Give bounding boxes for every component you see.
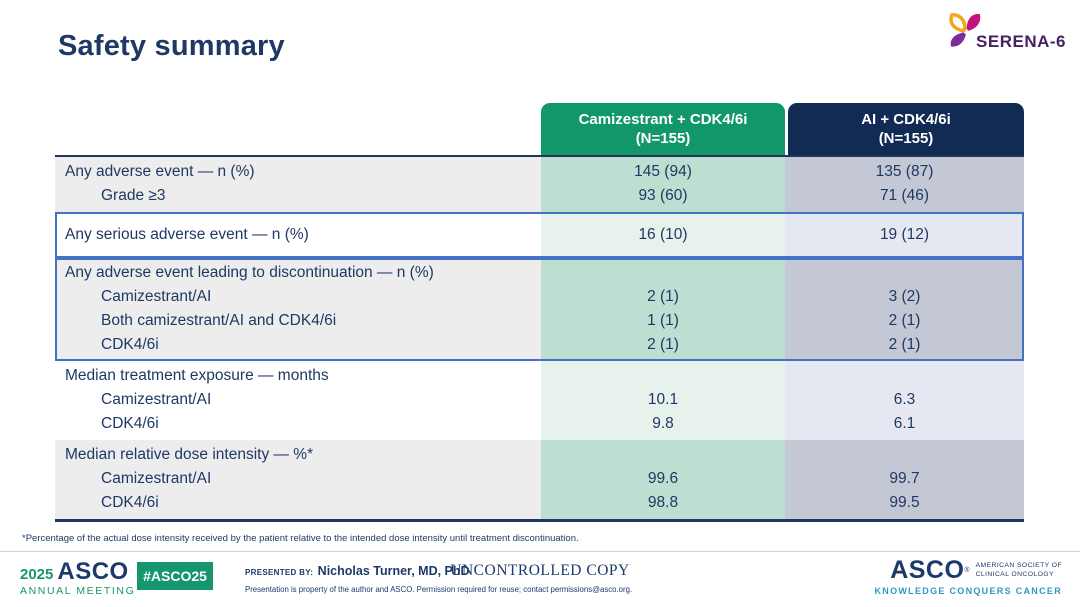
value-line: 98.8 [647, 494, 679, 511]
column-header-sublabel: (N=155) [635, 130, 691, 147]
value-line: 2 (1) [647, 336, 679, 353]
row-label-line: Median relative dose intensity — %* [65, 446, 314, 463]
asco-society-logo: ASCO ® AMERICAN SOCIETY OF CLINICAL ONCOL… [874, 556, 1062, 597]
page-title: Safety summary [58, 30, 285, 62]
asco-tagline: KNOWLEDGE CONQUERS CANCER [874, 586, 1062, 596]
footer-divider [0, 551, 1080, 552]
row-label-line: Any adverse event leading to discontinua… [65, 264, 434, 281]
presenter-name: Nicholas Turner, MD, PhD [317, 564, 470, 578]
value-line: 2 (1) [647, 288, 679, 305]
column-header-label: Camizestrant + CDK4/6i [578, 111, 748, 128]
table-row: Any serious adverse event — n (%) 16 (10)… [55, 212, 1024, 258]
value-line: 1 (1) [647, 312, 679, 329]
hashtag-badge: #ASCO25 [137, 562, 213, 590]
camizestrant-value-cell: 145 (94) 93 (60) [541, 157, 785, 212]
table-row: Median treatment exposure — months Camize… [55, 361, 1024, 440]
asco-logo-text: ASCO [890, 556, 965, 584]
row-label-cell: Any adverse event — n (%) Grade ≥3 [55, 157, 541, 212]
row-label-line: Camizestrant/AI [101, 391, 212, 408]
presented-by: PRESENTED BY: Nicholas Turner, MD, PhD [245, 562, 470, 580]
value-line: 99.5 [889, 494, 920, 511]
value-line: 135 (87) [875, 163, 934, 180]
row-label-line: CDK4/6i [101, 494, 159, 511]
value-line [785, 364, 1024, 388]
table-header-row: Camizestrant + CDK4/6i (N=155) AI + CDK4… [55, 103, 1024, 155]
row-label-cell: Median relative dose intensity — %* Camiz… [55, 440, 541, 519]
value-line: 99.7 [889, 470, 920, 487]
meeting-year: 2025 [20, 566, 54, 583]
asco-org-name: AMERICAN SOCIETY OF CLINICAL ONCOLOGY [976, 562, 1062, 579]
row-label-line: CDK4/6i [101, 415, 159, 432]
presented-by-label: PRESENTED BY: [245, 568, 314, 577]
value-line: 93 (60) [638, 187, 688, 204]
table-body: Any adverse event — n (%) Grade ≥3 145 (94… [55, 155, 1024, 522]
value-line: 16 (10) [638, 226, 688, 243]
row-label-cell: Any serious adverse event — n (%) [55, 212, 541, 258]
camizestrant-value-cell: 99.6 98.8 [541, 440, 785, 519]
table-row: Any adverse event — n (%) Grade ≥3 145 (94… [55, 157, 1024, 212]
row-label-cell: Median treatment exposure — months Camize… [55, 361, 541, 440]
permission-note: Presentation is property of the author a… [245, 585, 633, 594]
footnote: *Percentage of the actual dose intensity… [22, 533, 579, 544]
value-line: 2 (1) [888, 336, 921, 353]
row-label-cell: Any adverse event leading to discontinua… [55, 258, 541, 361]
camizestrant-value-cell: 10.1 9.8 [541, 361, 785, 440]
row-label-line: Camizestrant/AI [101, 288, 212, 305]
row-label-line: Any adverse event — n (%) [65, 163, 255, 180]
serena6-flower-icon [949, 13, 981, 47]
value-line: 3 (2) [888, 288, 921, 305]
value-line: 99.6 [647, 470, 679, 487]
row-label-line: Camizestrant/AI [101, 470, 212, 487]
asco-org-line2: CLINICAL ONCOLOGY [975, 570, 1054, 578]
meeting-name: ANNUAL MEETING [20, 585, 136, 597]
safety-table: Camizestrant + CDK4/6i (N=155) AI + CDK4… [55, 103, 1024, 522]
value-line: 19 (12) [879, 226, 930, 243]
asco-org-line1: AMERICAN SOCIETY OF [975, 562, 1062, 569]
asco-annual-meeting-logo: 2025 ASCO ANNUAL MEETING [20, 560, 135, 597]
column-header-sublabel: (N=155) [878, 130, 934, 147]
value-line: 145 (94) [634, 163, 692, 180]
value-line [785, 261, 1024, 285]
serena6-logo-text: SERENA-6 [976, 32, 1066, 51]
ai-value-cell: 3 (2) 2 (1) 2 (1) [785, 258, 1024, 361]
camizestrant-value-cell: 16 (10) [541, 212, 785, 258]
ai-value-cell: 99.7 99.5 [785, 440, 1024, 519]
uncontrolled-copy-watermark: UNCONTROLLED COPY [450, 562, 630, 579]
value-line: 9.8 [652, 415, 674, 432]
column-header-camizestrant: Camizestrant + CDK4/6i (N=155) [541, 103, 785, 155]
registered-mark: ® [964, 567, 970, 574]
value-line: 6.3 [893, 391, 916, 408]
ai-value-cell: 19 (12) [785, 212, 1024, 258]
row-label-line: Median treatment exposure — months [65, 367, 329, 384]
row-label-line: Any serious adverse event — n (%) [65, 226, 309, 243]
value-line [541, 443, 785, 467]
ai-value-cell: 6.3 6.1 [785, 361, 1024, 440]
row-label-line: CDK4/6i [101, 336, 159, 353]
column-header-label: AI + CDK4/6i [861, 111, 951, 128]
value-line: 71 (46) [879, 187, 930, 204]
table-row: Median relative dose intensity — %* Camiz… [55, 440, 1024, 519]
value-line [785, 443, 1024, 467]
row-label-line: Both camizestrant/AI and CDK4/6i [101, 312, 337, 329]
value-line: 10.1 [647, 391, 679, 408]
serena6-logo: SERENA-6 [944, 8, 1066, 52]
footer: 2025 ASCO ANNUAL MEETING #ASCO25 PRESENT… [0, 552, 1080, 607]
ai-value-cell: 135 (87) 71 (46) [785, 157, 1024, 212]
header-spacer [55, 103, 541, 155]
value-line: 6.1 [893, 415, 916, 432]
table-row: Any adverse event leading to discontinua… [55, 258, 1024, 361]
value-line [541, 261, 785, 285]
row-label-line: Grade ≥3 [101, 187, 166, 204]
value-line [541, 364, 785, 388]
camizestrant-value-cell: 2 (1) 1 (1) 2 (1) [541, 258, 785, 361]
meeting-org: ASCO [57, 558, 129, 585]
value-line: 2 (1) [888, 312, 921, 329]
column-header-ai: AI + CDK4/6i (N=155) [788, 103, 1024, 155]
